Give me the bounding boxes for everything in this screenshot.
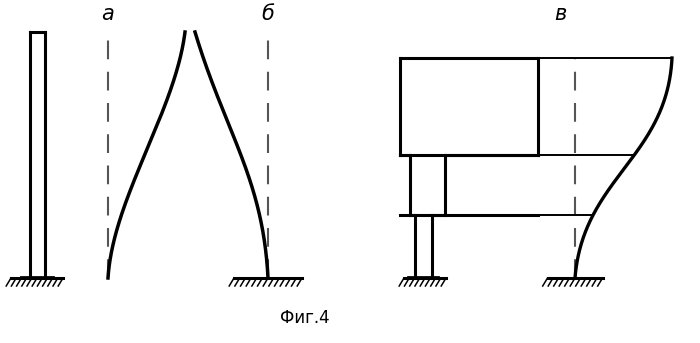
Text: Фиг.4: Фиг.4 [280, 309, 330, 327]
Text: б: б [262, 4, 274, 24]
Text: в: в [554, 4, 566, 24]
Text: а: а [102, 4, 114, 24]
